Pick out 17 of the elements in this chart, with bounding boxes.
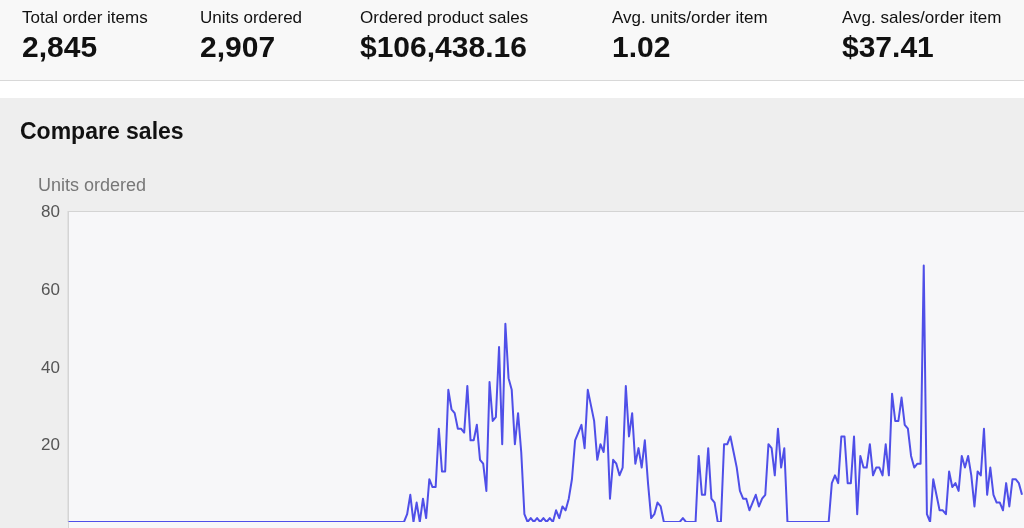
text: Total order items [22, 8, 148, 28]
line-series [67, 264, 1023, 522]
chart-title: Compare sales [20, 118, 184, 145]
text: Avg. units/order item [612, 8, 768, 28]
text: $37.41 [842, 30, 935, 64]
text: 2,845 [22, 30, 99, 64]
y-tick-label: 80 [41, 202, 60, 222]
text: 2,907 [200, 30, 277, 64]
y-tick-label: 20 [41, 435, 60, 455]
y-tick-label: 60 [41, 279, 60, 299]
y-axis-title: Units ordered [38, 175, 147, 196]
y-tick-label: 40 [41, 357, 60, 377]
text: $106,438.16 [360, 30, 528, 64]
text: Units ordered [200, 8, 303, 28]
text: Ordered product sales [360, 8, 529, 28]
text: Avg. sales/order item [842, 8, 1002, 28]
text: 1.02 [612, 30, 672, 64]
